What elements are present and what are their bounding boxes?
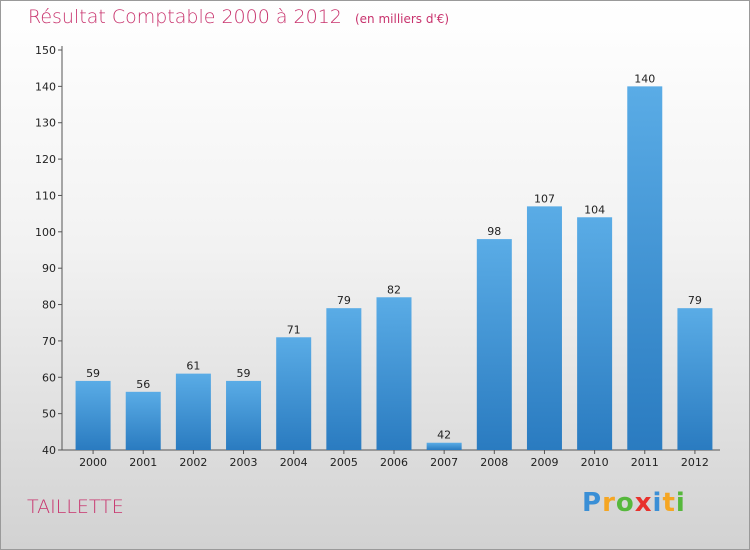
x-tick-label: 2005: [330, 456, 358, 469]
logo-letter: i: [675, 488, 686, 518]
x-tick-label: 2007: [430, 456, 458, 469]
bar-value-label: 59: [237, 367, 251, 380]
x-tick-label: 2002: [179, 456, 207, 469]
bar: [627, 86, 663, 450]
bar-value-label: 140: [634, 72, 655, 85]
logo-letter: o: [615, 488, 635, 518]
y-tick-label: 150: [35, 44, 56, 57]
bar-value-label: 59: [86, 367, 100, 380]
x-tick-label: 2004: [280, 456, 308, 469]
y-tick-label: 70: [42, 335, 56, 348]
bar: [125, 391, 161, 450]
y-tick-label: 100: [35, 226, 56, 239]
bar: [426, 442, 462, 450]
bar: [526, 206, 562, 450]
x-tick-label: 2006: [380, 456, 408, 469]
chart-title: Résultat Comptable 2000 à 2012: [28, 6, 342, 28]
x-tick-label: 2011: [631, 456, 659, 469]
bar-value-label: 61: [186, 360, 200, 373]
bar-value-label: 98: [487, 225, 501, 238]
y-tick-label: 120: [35, 153, 56, 166]
data-labels: 59 56 61 59 71 79 82 42 98 107 104 140 79: [86, 72, 702, 441]
x-tick-label: 2010: [581, 456, 609, 469]
bar-value-label: 71: [287, 323, 301, 336]
axes: 40 50 60 70 80 90 100 110 120 130 140 150 2000 2001 20…: [35, 44, 720, 469]
y-tick-label: 60: [42, 371, 56, 384]
logo-letter: i: [652, 488, 663, 518]
bar-value-label: 107: [534, 192, 555, 205]
x-tick-label: 2001: [129, 456, 157, 469]
y-tick-label: 110: [35, 189, 56, 202]
y-tick-label: 50: [42, 408, 56, 421]
logo-letter: t: [662, 488, 676, 518]
bar: [577, 217, 613, 450]
bar: [476, 239, 512, 450]
bar: [376, 297, 412, 450]
bar: [175, 373, 211, 450]
y-tick-label: 130: [35, 117, 56, 130]
y-tick-label: 80: [42, 299, 56, 312]
x-tick-label: 2003: [230, 456, 258, 469]
logo-letter: r: [602, 488, 616, 518]
bar-value-label: 42: [437, 429, 451, 442]
y-tick-label: 90: [42, 262, 56, 275]
bar: [276, 337, 312, 450]
y-tick-label: 140: [35, 80, 56, 93]
x-tick-label: 2009: [530, 456, 558, 469]
bar: [75, 380, 111, 450]
bars: [75, 86, 713, 450]
x-tick-label: 2008: [480, 456, 508, 469]
bar: [226, 380, 262, 450]
bar-value-label: 79: [688, 294, 702, 307]
logo-letter: P: [582, 488, 603, 518]
y-tick-label: 40: [42, 444, 56, 457]
bar-value-label: 82: [387, 283, 401, 296]
x-tick-label: 2000: [79, 456, 107, 469]
bar-value-label: 79: [337, 294, 351, 307]
chart-subtitle: (en milliers d'€): [354, 12, 450, 26]
logo-letter: x: [634, 488, 653, 518]
bar-value-label: 56: [136, 378, 150, 391]
chart-title-block: Résultat Comptable 2000 à 2012 (en milli…: [28, 6, 449, 28]
commune-name: TAILLETTE: [27, 496, 124, 518]
bar: [677, 308, 713, 450]
bar-value-label: 104: [584, 203, 605, 216]
proxiti-logo: Proxiti: [582, 488, 686, 518]
x-tick-label: 2012: [681, 456, 709, 469]
bar: [326, 308, 362, 450]
